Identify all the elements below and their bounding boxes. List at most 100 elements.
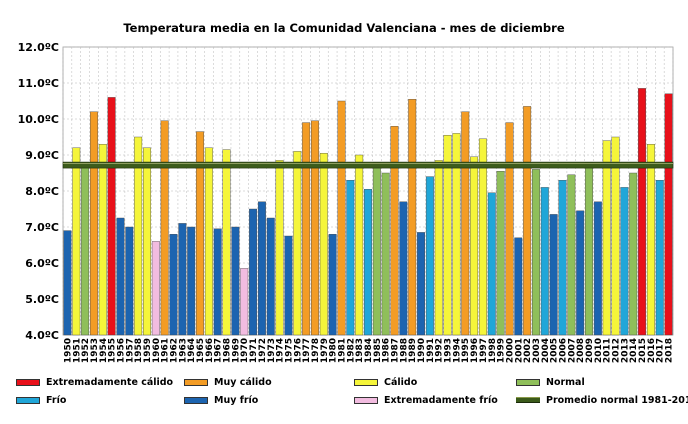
bar-1978 [310,120,319,336]
x-tick-label: 1978 [311,338,321,363]
bar-1964 [187,226,196,336]
x-tick-label: 1981 [337,338,347,363]
bar-1981 [337,100,346,336]
bar-2001 [514,237,523,336]
bar-1974 [275,160,284,336]
bars [63,88,673,336]
bar-1961 [160,120,169,336]
x-tick-label: 1980 [329,338,339,363]
bar-1984 [364,188,372,336]
bar-2016 [646,143,655,336]
x-tick-label: 2002 [523,338,533,363]
legend-label: Extremadamente frío [384,394,498,406]
x-tick-label: 2011 [603,338,613,363]
legend-swatch [184,378,208,386]
average-line [62,161,674,169]
bar-1970 [240,268,249,336]
bar-2008 [576,210,585,336]
x-tick-label: 1976 [293,338,303,363]
x-tick-label: 1984 [364,338,374,363]
bar-1975 [284,235,293,336]
x-tick-label: 1955 [108,338,118,363]
x-tick-label: 1968 [223,338,233,363]
y-tick-label: 5.0ºC [25,293,59,306]
x-tick-label: 1990 [417,338,427,363]
bar-2014 [629,172,638,336]
x-tick-label: 1951 [72,338,82,363]
bar-2013 [620,187,629,336]
x-tick-label: 2005 [550,338,560,363]
legend-swatch [16,378,40,386]
x-tick-label: 1987 [391,338,401,363]
bar-2002 [523,106,532,336]
bar-2017 [655,179,664,336]
bar-2005 [549,214,558,336]
x-tick-label: 1995 [461,338,471,363]
legend-item-c: Cálido [354,374,417,390]
legend-swatch [354,396,378,404]
legend-label: Promedio normal 1981-2010 [546,394,688,406]
bar-1971 [249,208,258,336]
x-tick-label: 1960 [152,338,162,363]
bar-1962 [169,233,178,336]
bar-1966 [204,147,213,336]
bar-1994 [452,133,461,336]
x-tick-label: 2014 [629,338,639,363]
x-tick-label: 1952 [81,338,91,363]
bar-1992 [434,160,443,336]
x-tick-label: 2003 [532,338,542,363]
bar-1982 [346,179,355,336]
legend-item-ec: Extremadamente cálido [16,374,173,390]
bar-1986 [381,172,390,336]
x-tick-label: 1993 [444,338,454,363]
x-tick-label: 2000 [505,338,515,363]
bar-1996 [470,156,479,336]
bar-1985 [372,161,381,336]
bar-1999 [496,170,505,336]
legend-swatch [16,396,40,404]
legend-item-f: Frío [16,392,66,408]
y-tick-label: 10.0ºC [18,113,59,126]
x-tick-label: 1983 [355,338,365,363]
bar-2009 [585,161,593,336]
x-tick-label: 1970 [240,338,250,363]
bar-1980 [328,233,337,336]
x-tick-label: 1973 [267,338,277,363]
legend-item-mf: Muy frío [184,392,258,408]
x-tick-label: 1959 [143,338,153,363]
x-tick-label: 2009 [585,338,595,363]
x-tick-label: 1957 [125,338,135,363]
bar-1993 [443,134,452,336]
x-tick-label: 1977 [302,338,312,363]
bar-1959 [143,147,151,336]
x-tick-label: 1958 [134,338,144,363]
x-tick-label: 1962 [170,338,180,363]
bar-1950 [63,230,72,336]
bar-2004 [540,187,549,336]
legend-swatch [516,378,540,386]
x-tick-label: 2007 [567,338,577,363]
bar-1953 [89,111,98,336]
y-axis-ticks: 4.0ºC 5.0ºC 6.0ºC 7.0ºC 8.0ºC 9.0ºC 10.0ºC 11.0… [18,41,59,342]
bar-1989 [408,98,417,336]
bar-2010 [593,201,602,336]
x-tick-label: 1989 [408,338,418,363]
legend-label: Frío [46,394,67,406]
bar-1991 [425,176,434,336]
bar-2000 [505,122,514,336]
bar-2006 [558,179,567,336]
legend-swatch [516,397,540,403]
bar-1952 [81,161,90,336]
bar-1969 [231,226,240,336]
legend-swatch [184,396,208,404]
x-tick-label: 1991 [426,338,436,363]
x-tick-label: 1996 [470,338,480,363]
bar-1988 [399,201,408,336]
x-tick-label: 1994 [452,338,462,363]
bar-1979 [319,152,328,336]
x-tick-label: 1967 [214,338,224,363]
bar-1997 [478,138,487,336]
bar-1951 [72,147,81,336]
bar-1983 [355,154,364,336]
